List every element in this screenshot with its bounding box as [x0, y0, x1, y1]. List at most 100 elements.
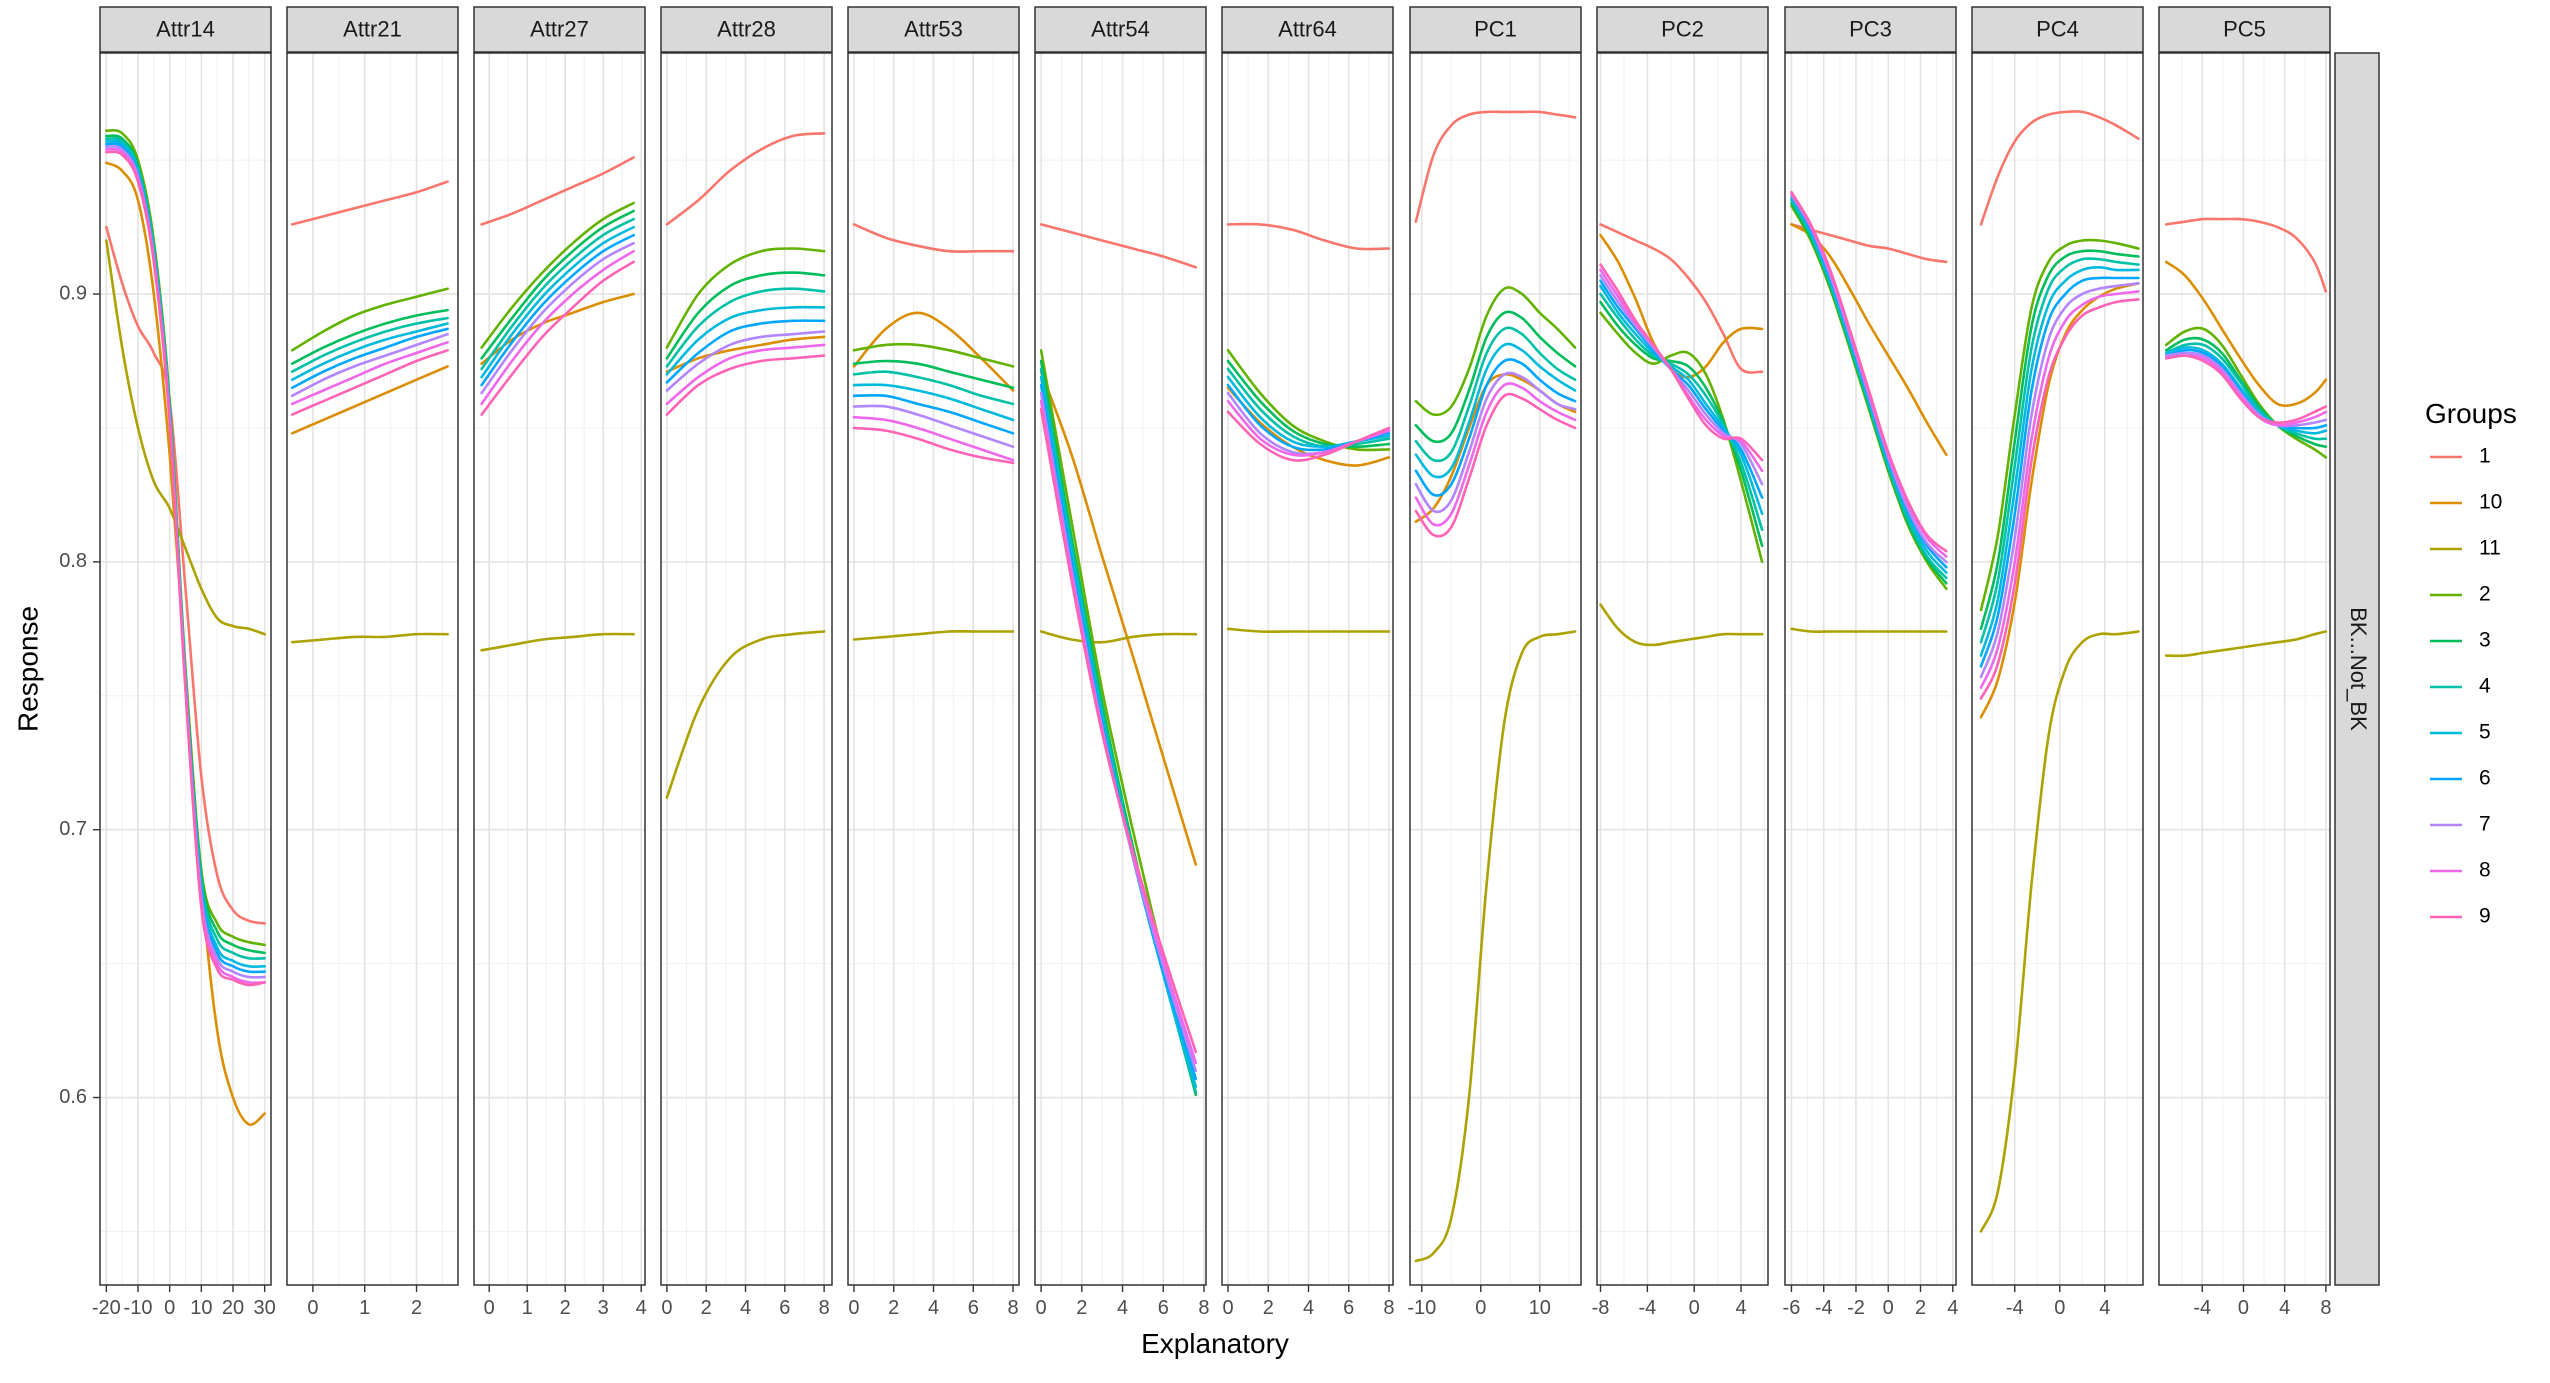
panel-strip-attr64 — [1221, 6, 1394, 53]
x-tick-label: 2 — [1263, 1297, 1274, 1319]
x-tick-label: 6 — [1343, 1297, 1354, 1319]
x-tick-label: -2 — [1847, 1297, 1865, 1319]
panel-title-attr28: Attr28 — [717, 16, 776, 41]
panel-title-attr64: Attr64 — [1278, 16, 1337, 41]
x-tick-label: 2 — [560, 1297, 571, 1319]
series-line-pc2-group-2 — [1599, 311, 1764, 564]
series-line-attr54-group-10 — [1039, 370, 1198, 866]
x-tick-label: 4 — [1735, 1297, 1746, 1319]
x-tick-label: -6 — [1783, 1297, 1801, 1319]
series-line-attr28-group-7 — [665, 330, 826, 392]
x-tick-label: 0 — [2238, 1297, 2249, 1319]
y-tick-label: 0.9 — [59, 282, 87, 304]
x-tick-label: 6 — [968, 1297, 979, 1319]
panel-title-pc4: PC4 — [2036, 16, 2079, 41]
series-line-attr64-group-4 — [1226, 367, 1391, 449]
series-line-attr28-group-10 — [665, 335, 826, 373]
panel-title-pc2: PC2 — [1661, 16, 1704, 41]
x-tick-label: -4 — [1815, 1297, 1833, 1319]
series-line-attr14-group-11 — [105, 239, 266, 636]
panel-attr21: Attr21 0 1 2 — [286, 6, 459, 1319]
series-line-attr53-group-6 — [852, 393, 1015, 435]
x-tick-label: 0 — [2054, 1297, 2065, 1319]
series-line-attr14-group-9 — [105, 150, 266, 987]
series-line-attr21-group-5 — [290, 322, 449, 381]
x-tick-label: 4 — [2279, 1297, 2290, 1319]
panel-strip-pc1 — [1409, 6, 1582, 53]
x-tick-label: -4 — [1638, 1297, 1656, 1319]
legend-label-2: 2 — [2479, 583, 2491, 606]
panel-strip-pc3 — [1784, 6, 1957, 53]
panel-border — [99, 52, 272, 1286]
x-tick-label: 8 — [819, 1297, 830, 1319]
series-line-attr28-group-6 — [665, 319, 826, 384]
x-tick-label: -4 — [2006, 1297, 2024, 1319]
legend-label-7: 7 — [2479, 813, 2491, 836]
series-line-attr21-group-9 — [290, 349, 449, 416]
x-tick-label: 8 — [1007, 1297, 1018, 1319]
series-line-pc2-group-3 — [1599, 300, 1764, 548]
x-tick-label: 0 — [484, 1297, 495, 1319]
legend-title: Groups — [2425, 398, 2517, 429]
panel-title-attr27: Attr27 — [530, 16, 589, 41]
x-tick-label: 0 — [307, 1297, 318, 1319]
series-line-attr54-group-9 — [1039, 407, 1198, 1054]
series-line-attr21-group-2 — [290, 287, 449, 352]
series-line-pc5-group-9 — [2164, 354, 2328, 424]
panel-strip-pc4 — [1971, 6, 2144, 53]
series-line-attr21-group-6 — [290, 327, 449, 390]
series-line-pc5-group-2 — [2164, 326, 2328, 459]
x-tick-label: -20 — [92, 1297, 121, 1319]
panel-attr64: Attr64 0 2 4 6 8 — [1221, 6, 1395, 1319]
series-line-attr53-group-3 — [852, 359, 1015, 390]
series-line-attr53-group-9 — [852, 426, 1015, 465]
series-line-attr21-group-3 — [290, 308, 449, 365]
series-line-attr27-group-4 — [480, 217, 635, 371]
series-line-attr21-group-4 — [290, 316, 449, 373]
panel-border — [1784, 52, 1957, 1286]
series-line-pc1-group-5 — [1414, 342, 1577, 479]
series-line-attr21-group-10 — [290, 365, 449, 435]
series-line-pc1-group-2 — [1414, 286, 1577, 417]
series-line-pc4-group-7 — [1979, 282, 2140, 679]
series-line-pc5-group-7 — [2164, 351, 2328, 428]
panel-title-attr14: Attr14 — [156, 16, 215, 41]
series-line-pc2-group-1 — [1599, 223, 1764, 374]
y-tick-label: 0.6 — [59, 1086, 87, 1108]
series-line-pc4-group-6 — [1979, 276, 2140, 668]
x-axis-title: Explanatory — [1141, 1328, 1289, 1359]
series-line-pc4-group-3 — [1979, 249, 2140, 631]
x-tick-label: 0 — [164, 1297, 175, 1319]
series-line-attr27-group-1 — [480, 156, 635, 226]
x-tick-label: 2 — [411, 1297, 422, 1319]
x-tick-label: 4 — [636, 1297, 647, 1319]
panel-background — [661, 53, 832, 1285]
row-strip: BK...Not_BK — [2334, 52, 2380, 1286]
series-line-attr27-group-6 — [480, 233, 635, 387]
panel-background — [2159, 53, 2330, 1285]
series-line-pc5-group-4 — [2164, 342, 2328, 441]
series-line-pc3-group-1 — [1790, 223, 1948, 264]
legend-label-9: 9 — [2479, 905, 2491, 928]
series-line-attr14-group-1 — [105, 225, 266, 925]
series-line-attr27-group-3 — [480, 209, 635, 360]
x-tick-label: -8 — [1592, 1297, 1610, 1319]
panel-title-attr21: Attr21 — [343, 16, 402, 41]
panel-background — [474, 53, 645, 1285]
x-tick-label: 0 — [1036, 1297, 1047, 1319]
x-tick-label: 4 — [2099, 1297, 2110, 1319]
panel-border — [1034, 52, 1207, 1286]
x-tick-label: 2 — [888, 1297, 899, 1319]
series-line-pc4-group-11 — [1979, 630, 2140, 1233]
series-line-pc1-group-1 — [1414, 110, 1577, 223]
panel-pc2: PC2 -8 -4 0 4 — [1592, 6, 1769, 1319]
x-tick-label: 3 — [598, 1297, 609, 1319]
legend-label-5: 5 — [2479, 721, 2491, 744]
x-tick-label: 8 — [1198, 1297, 1209, 1319]
series-line-attr27-group-2 — [480, 201, 635, 349]
series-line-attr27-group-5 — [480, 225, 635, 379]
panel-strip-attr27 — [473, 6, 646, 53]
series-line-pc4-group-8 — [1979, 290, 2140, 689]
x-tick-label: 6 — [1158, 1297, 1169, 1319]
